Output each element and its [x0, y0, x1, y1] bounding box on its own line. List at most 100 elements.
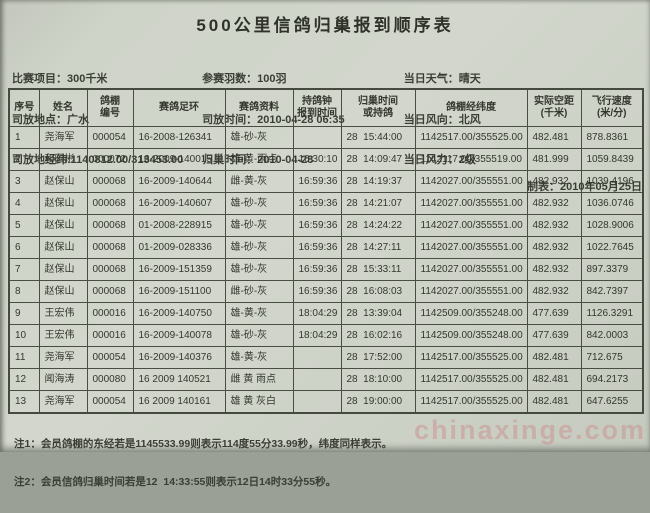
cell-loft-no: 000068	[86, 170, 134, 193]
meta-bird-count: 参赛羽数：100羽	[202, 73, 287, 85]
cell-speed-m-min: 1022.7645	[580, 236, 644, 259]
cell-loft-coords: 1142517.00/355525.00	[414, 126, 528, 149]
cell-loft-coords: 1142027.00/355551.00	[414, 236, 528, 259]
header-ring: 赛鸽足环	[132, 88, 226, 127]
cell-clock-report-time	[292, 390, 342, 414]
cell-homing-time: 28 17:52:00	[340, 346, 416, 369]
watermark-text: chinaxinge.com	[413, 415, 646, 445]
cell-loft-coords: 1142027.00/355551.00	[414, 258, 528, 281]
cell-pigeon-info: 雄 黄 灰白	[224, 390, 294, 414]
table-row: 9 王宏伟 000016 16-2009-140750 雄-黄-灰 18:04:29 28 …	[8, 302, 644, 325]
cell-name: 赵保山	[38, 236, 88, 259]
cell-speed-m-min: 1126.3291	[580, 302, 644, 325]
header-pigeon-info: 赛鸽资料	[224, 88, 294, 127]
cell-distance-km: 482.932	[526, 236, 582, 259]
table-row: 8 赵保山 000068 16-2009-151100 雌-砂-灰 16:59:36 28 …	[8, 280, 644, 303]
cell-name: 尧海军	[38, 390, 88, 414]
table-row: 7 赵保山 000068 16-2009-151359 雄-砂-灰 16:59:36 28 …	[8, 258, 644, 281]
cell-distance-km: 477.639	[526, 324, 582, 347]
cell-loft-no: 000068	[86, 258, 134, 281]
cell-clock-report-time: 16:59:36	[292, 236, 342, 259]
cell-index: 5	[8, 214, 40, 237]
cell-homing-time: 28 19:00:00	[340, 390, 416, 414]
header-loft-coords: 鸽棚经纬度	[414, 88, 528, 127]
scanned-document: 500公里信鸽归巢报到顺序表 比赛项目：300千米 司放地点：广水 司放地经纬:…	[0, 0, 650, 488]
cell-clock-report-time: 16:59:36	[292, 214, 342, 237]
cell-index: 13	[8, 390, 40, 414]
cell-distance-km: 482.932	[526, 214, 582, 237]
cell-loft-no: 000072	[86, 148, 134, 171]
cell-loft-coords: 1142517.00/355525.00	[414, 390, 528, 414]
cell-distance-km: 482.481	[526, 346, 582, 369]
table-header: 序号 姓名 鸽棚 编号 赛鸽足环 赛鸽资料 持鸽钟 报到时间 归巢时间 或持鸽 …	[8, 88, 644, 127]
table-row: 12 闻海涛 000080 16 2009 140521 雌 黄 雨点 28 18:10:…	[8, 368, 644, 391]
cell-index: 8	[8, 280, 40, 303]
cell-ring: 16 2009 140521	[132, 368, 226, 391]
cell-clock-report-time: 16:59:36	[292, 192, 342, 215]
cell-clock-report-time: 16:59:36	[292, 258, 342, 281]
cell-loft-no: 000054	[86, 126, 134, 149]
cell-index: 1	[8, 126, 40, 149]
cell-loft-coords: 1142027.00/355551.00	[414, 280, 528, 303]
header-index: 序号	[8, 88, 40, 127]
table-body: 1 尧海军 000054 16-2008-126341 雄-砂-灰 28 15:44:00…	[8, 126, 644, 414]
cell-name: 王宏伟	[38, 302, 88, 325]
table-row: 6 赵保山 000068 01-2009-028336 雄-砂-灰 16:59:36 28 …	[8, 236, 644, 259]
cell-index: 7	[8, 258, 40, 281]
table-row: 5 赵保山 000068 01-2008-228915 雄-砂-灰 16:59:36 28 …	[8, 214, 644, 237]
footnote-2: 注2：会员信鸽归巢时间若是12 14:33:55则表示12日14时33分55秒。	[14, 475, 337, 488]
header-homing-time: 归巢时间 或持鸽	[340, 88, 416, 127]
cell-clock-report-time: 16:59:36	[292, 280, 342, 303]
cell-clock-report-time: 18:04:29	[292, 302, 342, 325]
cell-ring: 01-2009-028336	[132, 236, 226, 259]
cell-homing-time: 28 16:08:03	[340, 280, 416, 303]
cell-pigeon-info: 雄-黄-灰	[224, 346, 294, 369]
cell-loft-no: 000068	[86, 280, 134, 303]
cell-loft-no: 000080	[86, 368, 134, 391]
table-row: 2 和国彬 000072 16-2009-140015 雄-黄-雨点 16:30:10 28…	[8, 148, 644, 171]
cell-ring: 16-2009-140376	[132, 346, 226, 369]
cell-ring: 16-2009-151359	[132, 258, 226, 281]
cell-homing-time: 28 14:19:37	[340, 170, 416, 193]
cell-speed-m-min: 1059.8439	[580, 148, 644, 171]
cell-homing-time: 28 14:09:47	[340, 148, 416, 171]
cell-homing-time: 28 14:27:11	[340, 236, 416, 259]
cell-homing-time: 28 14:24:22	[340, 214, 416, 237]
cell-distance-km: 477.639	[526, 302, 582, 325]
cell-pigeon-info: 雄-黄-灰	[224, 302, 294, 325]
cell-index: 4	[8, 192, 40, 215]
footnotes: 注1：会员鸽棚的东经若是1145533.99则表示114度55分33.99秒，纬…	[14, 413, 392, 513]
cell-homing-time: 28 14:21:07	[340, 192, 416, 215]
cell-pigeon-info: 雄-砂-灰	[224, 192, 294, 215]
cell-pigeon-info: 雄-砂-灰	[224, 126, 294, 149]
cell-name: 尧海军	[38, 346, 88, 369]
cell-name: 赵保山	[38, 258, 88, 281]
cell-clock-report-time	[292, 346, 342, 369]
cell-distance-km: 482.932	[526, 258, 582, 281]
cell-loft-no: 000068	[86, 214, 134, 237]
cell-distance-km: 482.481	[526, 368, 582, 391]
header-clock-report-time: 持鸽钟 报到时间	[292, 88, 342, 127]
cell-ring: 01-2008-228915	[132, 214, 226, 237]
cell-homing-time: 28 16:02:16	[340, 324, 416, 347]
cell-loft-coords: 1142509.00/355248.00	[414, 324, 528, 347]
cell-index: 6	[8, 236, 40, 259]
cell-speed-m-min: 712.675	[580, 346, 644, 369]
cell-distance-km: 482.932	[526, 280, 582, 303]
cell-homing-time: 28 13:39:04	[340, 302, 416, 325]
meta-race-event: 比赛项目：300千米	[12, 73, 108, 85]
table-row: 1 尧海军 000054 16-2008-126341 雄-砂-灰 28 15:44:00…	[8, 126, 644, 149]
cell-loft-no: 000054	[86, 346, 134, 369]
cell-loft-no: 000016	[86, 324, 134, 347]
table-row: 11 尧海军 000054 16-2009-140376 雄-黄-灰 28 17:52:0…	[8, 346, 644, 369]
cell-loft-coords: 1142027.00/355551.00	[414, 170, 528, 193]
cell-distance-km: 482.481	[526, 390, 582, 414]
cell-homing-time: 28 15:33:11	[340, 258, 416, 281]
cell-clock-report-time: 18:04:29	[292, 324, 342, 347]
document-title: 500公里信鸽归巢报到顺序表	[196, 16, 454, 35]
cell-ring: 16-2009-140750	[132, 302, 226, 325]
cell-clock-report-time: 16:30:10	[292, 148, 342, 171]
cell-loft-no: 000016	[86, 302, 134, 325]
results-table: 序号 姓名 鸽棚 编号 赛鸽足环 赛鸽资料 持鸽钟 报到时间 归巢时间 或持鸽 …	[8, 88, 644, 414]
meta-weather: 当日天气：晴天	[403, 73, 481, 85]
